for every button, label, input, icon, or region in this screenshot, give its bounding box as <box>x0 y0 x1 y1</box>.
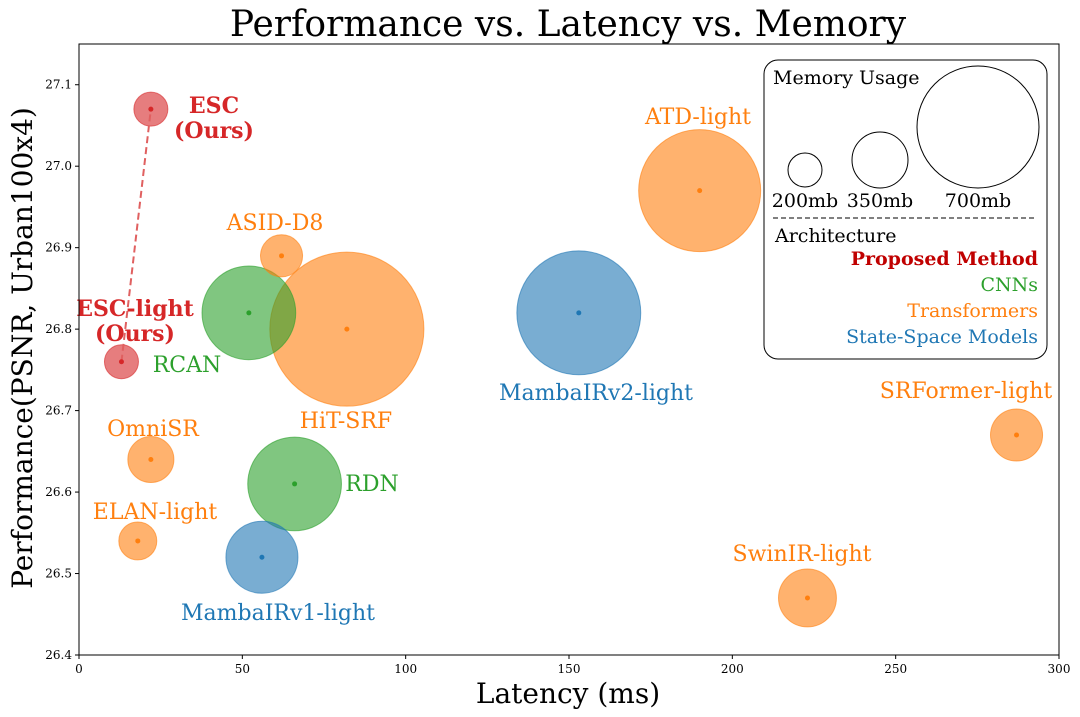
center-dot <box>697 188 703 194</box>
x-axis-label: Latency (ms) <box>476 677 660 710</box>
y-tick-label: 26.4 <box>45 648 72 662</box>
y-tick-label: 27.0 <box>45 159 72 173</box>
y-tick-label: 26.9 <box>45 241 72 255</box>
legend-arch-entry: CNNs <box>980 274 1038 296</box>
y-axis-label: Performance(PSNR, Urban100x4) <box>6 107 39 589</box>
legend-box <box>763 59 1048 360</box>
point-label: SRFormer-light <box>880 379 1053 404</box>
legend-arch-entry: State-Space Models <box>846 326 1038 348</box>
x-tick-label: 50 <box>235 662 250 676</box>
point-label: HiT-SRF <box>300 409 392 434</box>
x-tick-label: 150 <box>558 662 581 676</box>
point-label: ESC <box>189 93 239 119</box>
center-dot <box>804 595 810 601</box>
legend-size-circle <box>916 65 1040 189</box>
center-dot <box>344 326 350 332</box>
legend-arch-title: Architecture <box>774 225 896 247</box>
point-label: RCAN <box>153 353 222 378</box>
point-label: (Ours) <box>174 118 254 144</box>
legend: Memory Usage 200mb 350mb 700mb ArchitectureP… <box>763 59 1048 360</box>
center-dot <box>118 359 124 365</box>
center-dot <box>1014 432 1020 438</box>
center-dot <box>576 310 582 316</box>
legend-size-circle <box>851 131 909 189</box>
center-dot <box>246 310 252 316</box>
y-tick-label: 27.1 <box>45 78 72 92</box>
legend-size-circle <box>787 152 823 188</box>
point-label: ELAN-light <box>93 500 218 525</box>
center-dot <box>148 456 154 462</box>
x-tick-label: 250 <box>884 662 907 676</box>
x-tick-label: 0 <box>75 662 83 676</box>
y-tick-label: 26.7 <box>45 404 72 418</box>
legend-size-label: 200mb <box>772 190 838 212</box>
y-tick-label: 26.8 <box>45 322 72 336</box>
center-dot <box>279 253 285 259</box>
point-label: (Ours) <box>95 321 175 347</box>
x-tick-label: 200 <box>721 662 744 676</box>
legend-memory-title: Memory Usage <box>773 67 920 89</box>
legend-arch-entry: Proposed Method <box>851 248 1038 270</box>
legend-size-label: 350mb <box>847 190 913 212</box>
legend-arch-entry: Transformers <box>907 300 1038 322</box>
x-tick-label: 300 <box>1048 662 1071 676</box>
point-label: SwinIR-light <box>733 542 872 567</box>
point-label: ATD-light <box>644 105 751 130</box>
center-dot <box>135 538 141 544</box>
point-label: ASID-D8 <box>226 211 324 236</box>
legend-size-label: 700mb <box>945 190 1011 212</box>
esc-connector-line <box>120 109 152 362</box>
center-dot <box>259 554 265 560</box>
chart-title: Performance vs. Latency vs. Memory <box>230 4 907 45</box>
x-tick-label: 100 <box>394 662 417 676</box>
center-dot <box>148 106 154 112</box>
point-label: RDN <box>345 472 398 497</box>
y-tick-label: 26.5 <box>45 567 72 581</box>
point-label: ESC-light <box>76 296 194 322</box>
y-tick-label: 26.6 <box>45 485 72 499</box>
point-label: MambaIRv1-light <box>181 601 375 626</box>
point-label: OmniSR <box>107 417 200 442</box>
point-label: MambaIRv2-light <box>499 381 693 406</box>
center-dot <box>292 481 298 487</box>
